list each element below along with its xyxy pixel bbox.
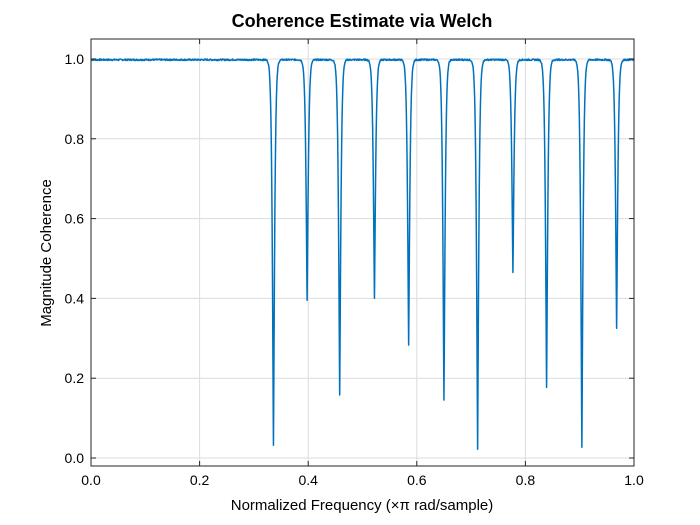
x-tick-label: 1.0	[624, 472, 644, 488]
x-tick-label: 0.6	[407, 472, 427, 488]
y-tick-label: 0.2	[65, 370, 85, 386]
y-tick-label: 0.0	[65, 450, 85, 466]
y-axis-label: Magnitude Coherence	[38, 179, 55, 327]
y-tick-label: 0.4	[65, 290, 85, 306]
coherence-series-line	[90, 58, 635, 450]
x-tick-label: 0.8	[516, 472, 536, 488]
axis-ticks: 0.0 0.2 0.4 0.6 0.8 1.0 0.0 0.2 0.4 0.6 0.8 1.0	[65, 39, 644, 488]
x-axis-label: Normalized Frequency (×π rad/sample)	[231, 497, 494, 514]
x-tick-label: 0.0	[81, 472, 101, 488]
y-tick-label: 0.8	[65, 131, 85, 147]
x-tick-label: 0.4	[298, 472, 318, 488]
y-tick-label: 0.6	[65, 211, 85, 227]
y-tick-label: 1.0	[65, 51, 85, 67]
chart-title: Coherence Estimate via Welch	[232, 11, 493, 31]
plot-frame	[90, 38, 635, 467]
x-tick-label: 0.2	[190, 472, 210, 488]
